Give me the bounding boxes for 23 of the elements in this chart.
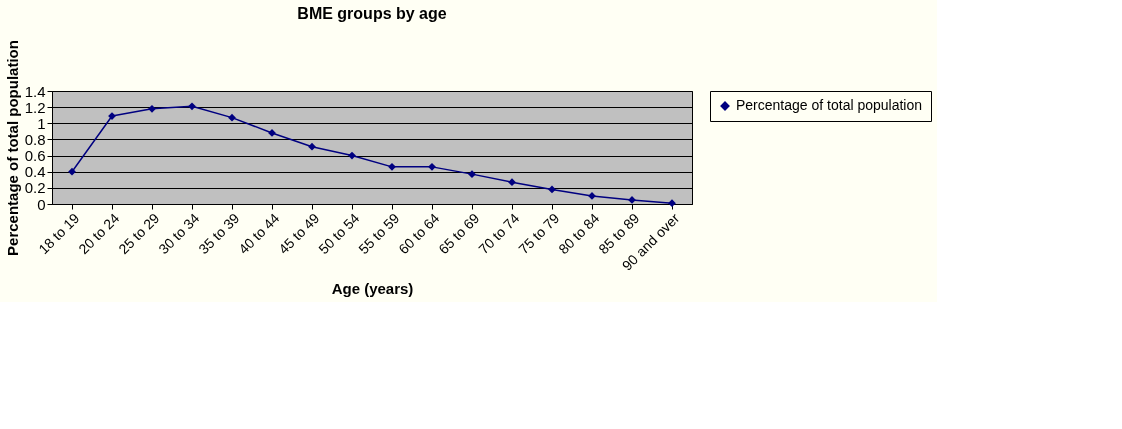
point	[348, 151, 356, 160]
point	[188, 102, 196, 111]
point	[508, 178, 516, 187]
x-axis-title: Age (years)	[331, 279, 414, 297]
point	[668, 199, 676, 208]
y-tick-label: 0.6	[24, 147, 46, 165]
y-axis-title: Percentage of total population	[3, 40, 21, 256]
point	[548, 185, 556, 194]
y-tick-label: 0.4	[24, 163, 46, 181]
legend-label: Percentage of total population	[736, 97, 923, 113]
y-tick-label: 0.8	[24, 130, 46, 148]
point	[148, 104, 156, 113]
point	[388, 163, 396, 171]
y-tick-label: 0	[37, 195, 46, 213]
point	[68, 167, 76, 176]
y-tick-label: 0.2	[24, 179, 46, 197]
y-tick-label: 1	[37, 114, 46, 132]
y-tick-label: 1.4	[24, 82, 46, 100]
chart-title: BME groups by age	[297, 4, 447, 22]
y-tick-label: 1.2	[24, 98, 46, 116]
point	[428, 163, 436, 171]
point	[308, 142, 316, 151]
point	[228, 113, 236, 122]
